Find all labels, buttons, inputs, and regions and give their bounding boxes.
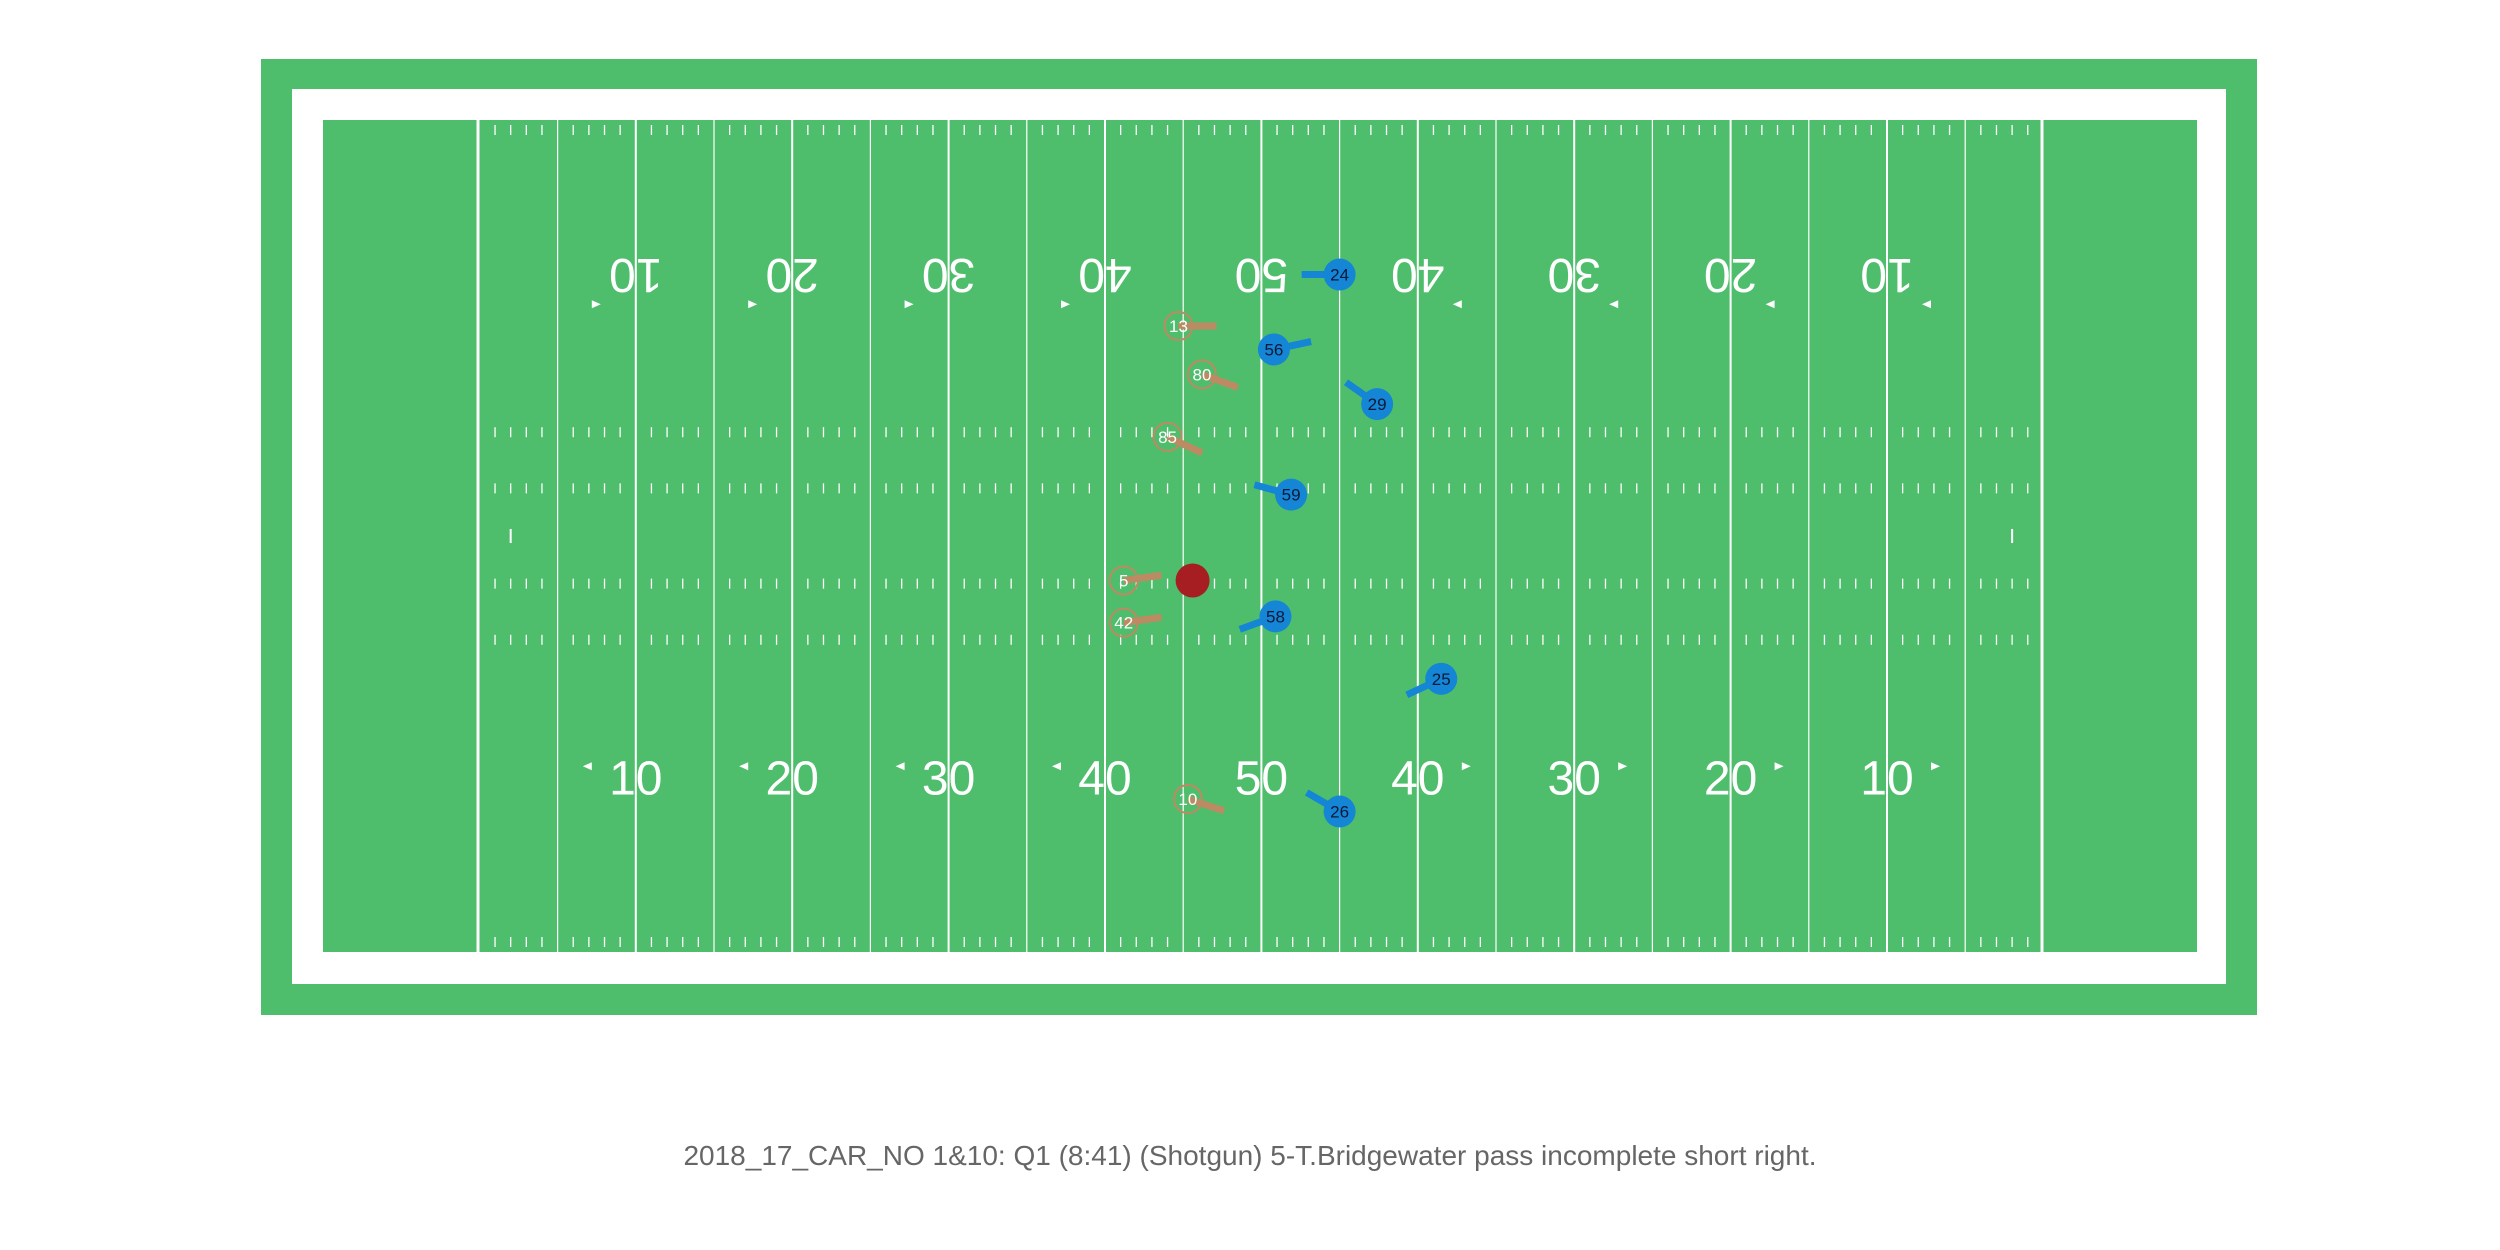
yard-number-top: 40	[1078, 248, 1131, 301]
yard-number-bottom: 50	[1235, 752, 1288, 805]
player-jersey: 85	[1158, 428, 1177, 447]
direction-arrow-right	[1774, 762, 1784, 771]
defense-player: 24	[1301, 258, 1356, 291]
direction-arrow-left	[1609, 300, 1619, 309]
players-layer: 13 80 85 5 42 10 24 56 29 59 58 25 26	[1108, 258, 1458, 828]
offense-player: 80	[1186, 359, 1239, 391]
field-turf	[323, 120, 2197, 952]
yard-numbers: 10 10 20 20 30 30 40 40 50 50 40 40 30 30 20 20 10 10	[582, 248, 1940, 805]
player-direction-indicator	[1186, 795, 1226, 815]
defense-player: 58	[1238, 600, 1292, 633]
yard-number-bottom: 10	[609, 752, 662, 805]
direction-arrow-left	[1765, 300, 1775, 309]
direction-arrow-left	[1052, 762, 1061, 771]
player-jersey: 24	[1330, 266, 1349, 285]
player-jersey: 80	[1193, 365, 1212, 384]
yard-number-bottom: 40	[1078, 752, 1131, 805]
player-direction-indicator	[1200, 371, 1239, 391]
yard-number-top-group: 20	[1704, 248, 1757, 301]
yard-number-top: 10	[1860, 248, 1913, 301]
player-marker	[1323, 258, 1356, 291]
player-marker	[1172, 784, 1203, 815]
player-jersey: 5	[1119, 571, 1128, 590]
player-jersey: 26	[1330, 803, 1349, 822]
player-jersey: 59	[1282, 486, 1301, 505]
player-jersey: 42	[1114, 614, 1133, 633]
yard-number-bottom: 30	[1548, 752, 1601, 805]
offense-player: 5	[1108, 565, 1162, 596]
player-marker	[1259, 600, 1292, 633]
defense-player: 56	[1257, 333, 1312, 366]
yard-number-top: 10	[609, 248, 662, 301]
player-jersey: 29	[1368, 395, 1387, 414]
offense-player: 85	[1152, 421, 1204, 457]
player-marker	[1275, 478, 1308, 511]
yard-number-top-group: 10	[1860, 248, 1913, 301]
player-jersey: 13	[1169, 317, 1188, 336]
yard-number-bottom: 20	[766, 752, 819, 805]
direction-arrow-left	[582, 762, 592, 771]
direction-arrow-left	[1922, 300, 1931, 309]
player-marker	[1323, 795, 1356, 828]
player-marker	[1257, 333, 1290, 366]
direction-arrow-right	[1931, 762, 1940, 771]
player-direction-indicator	[1166, 433, 1204, 457]
defense-player: 26	[1304, 789, 1356, 828]
yard-number-top-group: 30	[922, 248, 975, 301]
yard-number-bottom: 10	[1860, 752, 1913, 805]
player-direction-indicator	[1123, 571, 1162, 584]
player-jersey: 56	[1264, 340, 1283, 359]
player-jersey: 25	[1432, 670, 1451, 689]
yard-number-top: 20	[766, 248, 819, 301]
offense-player: 42	[1108, 607, 1162, 638]
player-marker	[1163, 311, 1194, 342]
player-direction-indicator	[1123, 613, 1162, 627]
player-marker	[1108, 607, 1139, 638]
yard-lines	[476, 120, 2044, 952]
direction-arrow-right	[1461, 762, 1471, 771]
yard-number-top: 50	[1235, 248, 1288, 301]
yard-number-top-group: 40	[1078, 248, 1131, 301]
field-base	[261, 59, 2257, 1015]
football	[1175, 563, 1210, 598]
yard-number-top: 30	[922, 248, 975, 301]
player-marker	[1152, 421, 1183, 452]
player-marker	[1361, 388, 1394, 421]
defense-player: 59	[1253, 478, 1308, 511]
direction-arrow-left	[895, 762, 905, 771]
yard-number-bottom: 20	[1704, 752, 1757, 805]
defense-player: 25	[1405, 662, 1458, 699]
yard-number-top: 20	[1704, 248, 1757, 301]
direction-arrow-right	[1061, 300, 1070, 309]
player-marker	[1108, 565, 1139, 596]
direction-arrow-right	[748, 300, 758, 309]
defense-player: 29	[1344, 379, 1394, 421]
yard-number-bottom: 40	[1391, 752, 1444, 805]
offense-player: 10	[1172, 784, 1226, 815]
yard-number-top: 40	[1391, 248, 1444, 301]
player-marker	[1186, 359, 1217, 390]
direction-arrow-left	[1452, 300, 1462, 309]
yard-number-top-group: 10	[609, 248, 662, 301]
player-jersey: 58	[1266, 607, 1285, 626]
yard-number-top: 30	[1548, 248, 1601, 301]
direction-arrow-right	[1618, 762, 1628, 771]
player-jersey: 10	[1178, 790, 1197, 809]
yard-number-top-group: 20	[766, 248, 819, 301]
direction-arrow-right	[904, 300, 914, 309]
yard-number-top-group: 50	[1235, 248, 1288, 301]
yard-number-bottom: 30	[922, 752, 975, 805]
player-marker	[1425, 662, 1458, 695]
direction-arrow-left	[739, 762, 749, 771]
offense-player: 13	[1163, 311, 1217, 342]
play-description: 2018_17_CAR_NO 1&10: Q1 (8:41) (Shotgun)…	[683, 1140, 1817, 1171]
direction-arrow-right	[591, 300, 601, 309]
yard-number-top-group: 40	[1391, 248, 1444, 301]
yard-number-top-group: 30	[1548, 248, 1601, 301]
